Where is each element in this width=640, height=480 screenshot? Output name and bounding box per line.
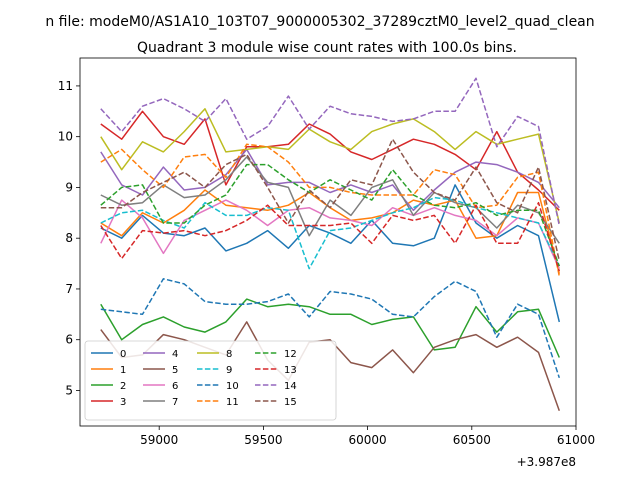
legend-label-10: 10 [226, 381, 239, 392]
series-line-13 [100, 201, 561, 272]
legend-label-13: 13 [284, 365, 297, 376]
figure-suptitle: n file: modeM0/AS1A10_103T07_9000005302_… [45, 14, 594, 30]
x-axis: 59000 59500 60000 60500 61000 [140, 426, 595, 447]
series-layer [100, 77, 561, 412]
legend-label-0: 0 [120, 349, 126, 360]
legend-label-14: 14 [284, 381, 297, 392]
legend-label-9: 9 [226, 365, 232, 376]
legend-label-6: 6 [172, 381, 178, 392]
series-line-8 [100, 108, 561, 224]
x-tick-label: 59500 [244, 433, 282, 447]
chart-title: Quadrant 3 module wise count rates with … [137, 40, 517, 56]
series-line-10 [100, 278, 561, 379]
series-line-12 [100, 163, 561, 267]
x-tick-label: 60500 [453, 433, 491, 447]
y-tick-label: 8 [65, 231, 73, 245]
legend-label-11: 11 [226, 397, 239, 408]
legend-label-12: 12 [284, 349, 297, 360]
y-tick-label: 10 [58, 130, 73, 144]
legend-label-5: 5 [172, 365, 178, 376]
plot-border [79, 57, 577, 427]
y-tick-label: 9 [65, 180, 73, 194]
y-axis: 5 6 7 8 9 10 11 [58, 79, 80, 397]
legend-label-4: 4 [172, 349, 178, 360]
y-tick-label: 7 [65, 282, 73, 296]
series-line-7 [100, 156, 560, 244]
x-tick-label: 59000 [140, 433, 178, 447]
y-tick-label: 6 [65, 333, 73, 347]
legend-label-3: 3 [120, 397, 126, 408]
series-line-2 [100, 298, 560, 358]
x-tick-label: 61000 [557, 433, 595, 447]
legend-label-15: 15 [284, 397, 297, 408]
series-line-3 [100, 110, 560, 211]
x-tick-label: 60000 [349, 433, 387, 447]
legend-label-2: 2 [120, 381, 126, 392]
legend-label-1: 1 [120, 365, 126, 376]
series-line-9 [100, 196, 560, 270]
legend-label-7: 7 [172, 397, 178, 408]
y-tick-label: 5 [65, 383, 73, 397]
series-line-15 [100, 138, 561, 262]
series-line-4 [100, 148, 560, 212]
series-line-5 [100, 321, 561, 412]
series-line-0 [100, 184, 561, 323]
y-tick-label: 11 [58, 79, 73, 93]
series-line-6 [100, 199, 560, 269]
x-axis-offset-label: +3.987e8 [517, 455, 576, 469]
series-line-14 [100, 77, 561, 226]
legend-label-8: 8 [226, 349, 232, 360]
